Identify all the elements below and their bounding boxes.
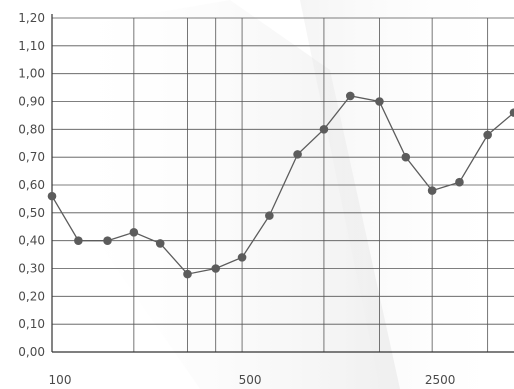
data-point	[155, 239, 165, 248]
data-point	[74, 236, 83, 245]
data-point	[509, 108, 514, 117]
y-tick-label: 0,40	[18, 234, 45, 248]
x-tick-label: 500	[239, 373, 262, 387]
x-tick-labels: 100 500 2500	[49, 373, 456, 387]
data-point	[401, 152, 411, 162]
data-point	[375, 97, 384, 106]
y-tick-label: 0,50	[18, 206, 45, 220]
data-point	[319, 125, 329, 134]
background-shading	[55, 0, 514, 389]
axes	[51, 14, 514, 353]
y-tick-label: 1,00	[18, 67, 45, 81]
x-tick-label: 2500	[425, 373, 456, 387]
data-point	[47, 191, 57, 201]
background-shade-left	[55, 0, 400, 389]
grid	[52, 17, 514, 353]
series-line	[51, 95, 514, 275]
y-tick-label: 0,10	[18, 317, 45, 331]
y-tick-label: 1,10	[18, 39, 45, 53]
data-point	[455, 177, 464, 187]
data-point	[483, 130, 492, 140]
y-tick-label: 0,90	[18, 95, 45, 109]
y-tick-labels: 0,00 0,10 0,20 0,30 0,40 0,50 0,60 0,70 0,80 0,90…	[18, 11, 45, 359]
data-point	[129, 228, 139, 237]
y-tick-label: 0,70	[18, 150, 45, 164]
data-point	[293, 150, 302, 159]
y-tick-label: 0,80	[18, 122, 45, 136]
data-point	[103, 236, 112, 245]
y-tick-label: 0,60	[18, 178, 45, 192]
data-point	[265, 211, 274, 220]
y-tick-label: 1,20	[18, 11, 45, 25]
data-point	[345, 91, 355, 101]
y-tick-label: 0,00	[18, 345, 45, 359]
data-point	[211, 264, 221, 273]
data-point	[183, 269, 192, 279]
data-point	[237, 253, 247, 262]
data-point	[427, 186, 437, 195]
y-tick-label: 0,30	[18, 262, 45, 276]
series-points	[47, 91, 514, 279]
x-tick-label: 100	[49, 373, 72, 387]
y-tick-label: 0,20	[18, 289, 45, 303]
series-line-path	[51, 95, 514, 275]
